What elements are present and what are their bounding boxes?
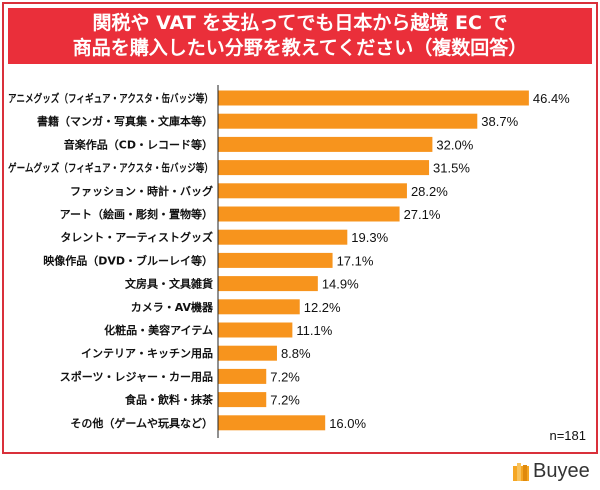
bar (218, 183, 407, 199)
data-label: 46.4% (533, 91, 570, 106)
data-label: 8.8% (281, 346, 311, 361)
category-label: 音楽作品（CD・レコード等） (64, 137, 213, 151)
title-line-1: 関税や VAT を支払ってでも日本から越境 EC で (92, 12, 508, 34)
bar (218, 368, 267, 384)
category-label: その他（ゲームや玩具など） (70, 416, 213, 430)
bar (218, 160, 430, 176)
bar (218, 136, 433, 152)
chart-frame (2, 2, 598, 454)
bar (218, 113, 478, 129)
category-label: 映像作品（DVD・ブルーレイ等） (43, 253, 213, 267)
category-label: タレント・アーティストグッズ (60, 230, 213, 244)
buyee-box-icon (513, 462, 529, 481)
category-label: 書籍（マンガ・写真集・文庫本等） (37, 114, 213, 128)
bar (218, 90, 529, 106)
data-label: 14.9% (322, 277, 359, 292)
bar (218, 299, 300, 315)
category-label: カメラ・AV機器 (131, 300, 214, 314)
category-label: 文房具・文具雑貨 (125, 277, 213, 291)
data-label: 38.7% (481, 114, 518, 129)
category-label: インテリア・キッチン用品 (81, 347, 213, 360)
data-label: 11.1% (296, 323, 332, 338)
data-label: 32.0% (436, 137, 473, 152)
data-label: 7.2% (270, 393, 300, 408)
bar (218, 322, 293, 338)
category-label: 食品・飲料・抹茶 (125, 393, 214, 407)
data-label: 12.2% (304, 300, 341, 315)
data-label: 31.5% (433, 161, 470, 176)
category-label: 化粧品・美容アイテム (104, 323, 213, 337)
data-label: 19.3% (351, 230, 388, 245)
bar (218, 415, 326, 431)
bar (218, 392, 267, 408)
category-label: スポーツ・レジャー・カー用品 (60, 369, 213, 383)
category-label: ファッション・時計・バッグ (70, 184, 213, 198)
data-label: 28.2% (411, 184, 448, 199)
bar (218, 345, 277, 361)
sample-size-note: n=181 (549, 428, 586, 443)
title-line-2: 商品を購入したい分野を教えてください（複数回答） (72, 37, 528, 59)
brand-name: Buyee (533, 460, 590, 482)
category-label: ゲームグッズ（フィギュア・アクスタ・缶バッジ等） (8, 161, 213, 175)
data-label: 17.1% (337, 253, 374, 268)
chart-title: 関税や VAT を支払ってでも日本から越境 EC で 商品を購入したい分野を教え… (8, 8, 592, 64)
data-label: 16.0% (329, 416, 366, 431)
data-label: 7.2% (270, 369, 300, 384)
category-label: アニメグッズ（フィギュア・アクスタ・缶バッジ等） (8, 91, 213, 105)
bar (218, 252, 333, 268)
category-label: アート（絵画・彫刻・置物等） (60, 207, 213, 221)
bar (218, 229, 348, 245)
bar (218, 206, 400, 222)
bar (218, 276, 318, 292)
buyee-logo: Buyee (512, 460, 590, 483)
data-label: 27.1% (404, 207, 441, 222)
